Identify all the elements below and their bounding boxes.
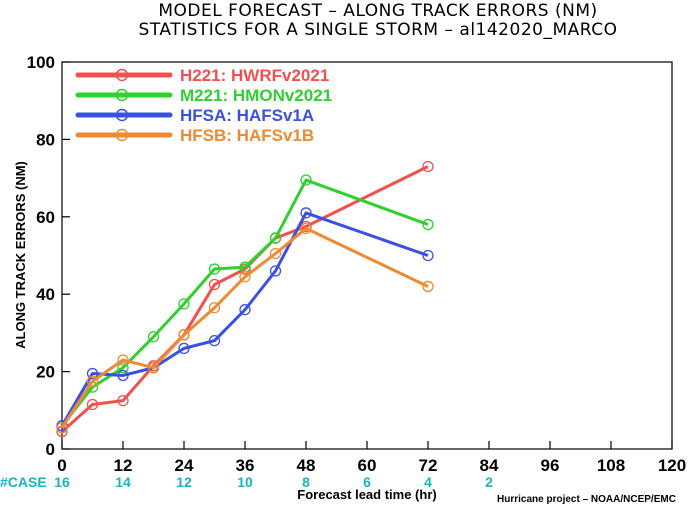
x-tick-label: 72 (419, 456, 438, 475)
legend-marker (115, 68, 129, 82)
data-point (86, 375, 99, 387)
chart-title: MODEL FORECAST – ALONG TRACK ERRORS (NM) (158, 1, 597, 21)
data-point (178, 329, 190, 341)
data-point (239, 304, 251, 316)
data-point (300, 174, 312, 186)
data-point (422, 218, 434, 231)
data-point (269, 265, 282, 277)
legend-item: M221: HMONv2021 (75, 86, 332, 105)
data-point (269, 247, 282, 260)
series-4 (56, 222, 434, 434)
credit-text: Hurricane project – NOAA/NCEP/EMC (497, 494, 676, 505)
y-axis: 0 20 40 60 80 100 (27, 53, 70, 459)
data-point (147, 331, 160, 343)
x-tick-label: 60 (358, 456, 377, 475)
data-point (56, 422, 68, 434)
chart-subtitle: STATISTICS FOR A SINGLE STORM – al142020… (139, 20, 618, 40)
case-count-value: 14 (115, 474, 131, 490)
data-point (208, 302, 221, 314)
y-axis-label: ALONG TRACK ERRORS (NM) (13, 161, 28, 349)
case-count-value: 6 (363, 474, 371, 490)
data-point (269, 232, 282, 244)
x-axis-label: Forecast lead time (hr) (297, 487, 436, 502)
series-line (60, 178, 429, 427)
series-line (61, 165, 429, 433)
x-tick-label: 84 (480, 456, 499, 475)
x-tick-label: 108 (597, 456, 625, 475)
case-count-value: 10 (237, 474, 253, 490)
legend-label: HFSA: HAFSv1A (180, 106, 314, 125)
x-tick-label: 24 (175, 456, 194, 475)
legend-item: HFSA: HAFSv1A (75, 106, 314, 125)
x-tick-label: 36 (236, 456, 255, 475)
data-point (117, 369, 129, 382)
data-point (422, 249, 434, 262)
y-tick-label: 100 (27, 53, 55, 72)
case-count-value: 4 (424, 474, 432, 490)
y-tick-label: 80 (36, 130, 55, 149)
data-point (422, 280, 434, 293)
x-tick-label: 0 (57, 456, 66, 475)
y-tick-label: 0 (46, 440, 55, 459)
data-point (86, 367, 99, 380)
y-tick-label: 40 (36, 285, 55, 304)
x-tick-label: 12 (114, 456, 133, 475)
y-tick-label: 20 (36, 363, 55, 382)
series-line (60, 211, 429, 427)
legend-label: M221: HMONv2021 (180, 86, 332, 105)
data-point (117, 354, 129, 366)
case-count-value: 12 (176, 474, 192, 490)
series-2 (56, 174, 434, 432)
series-1 (56, 160, 434, 438)
case-count-value: 16 (54, 474, 70, 490)
x-tick-label: 120 (658, 456, 686, 475)
legend-marker (115, 88, 129, 102)
data-point (208, 263, 221, 275)
case-count-value: 2 (485, 474, 493, 490)
series-3 (56, 207, 434, 432)
data-point (300, 222, 312, 235)
legend-label: HFSB: HAFSv1B (180, 126, 314, 145)
legend-marker (115, 128, 129, 142)
data-point (239, 271, 251, 283)
data-point (178, 298, 190, 310)
legend-label: H221: HWRFv2021 (180, 66, 329, 85)
data-point (208, 278, 221, 291)
x-axis: 0 12 24 36 48 60 72 84 96 108 120 (57, 441, 686, 475)
data-point (117, 394, 129, 407)
series-line (60, 226, 429, 429)
y-tick-label: 60 (36, 208, 55, 227)
legend-item: H221: HWRFv2021 (75, 66, 329, 85)
legend-item: HFSB: HAFSv1B (75, 126, 314, 145)
legend-marker (115, 108, 129, 122)
x-tick-label: 96 (541, 456, 560, 475)
plot-frame (61, 61, 673, 450)
data-point (178, 342, 190, 355)
series-group (56, 160, 434, 438)
data-point (208, 334, 221, 347)
case-count-value: 8 (302, 474, 310, 490)
case-count-row: #CASE 16 14 12 10 8 6 4 2 (0, 474, 493, 490)
case-row-label: #CASE (0, 474, 47, 490)
data-point (86, 398, 99, 411)
x-tick-label: 48 (297, 456, 316, 475)
data-point (117, 362, 129, 374)
data-point (147, 362, 160, 374)
data-point (422, 160, 434, 173)
data-point (300, 207, 312, 219)
